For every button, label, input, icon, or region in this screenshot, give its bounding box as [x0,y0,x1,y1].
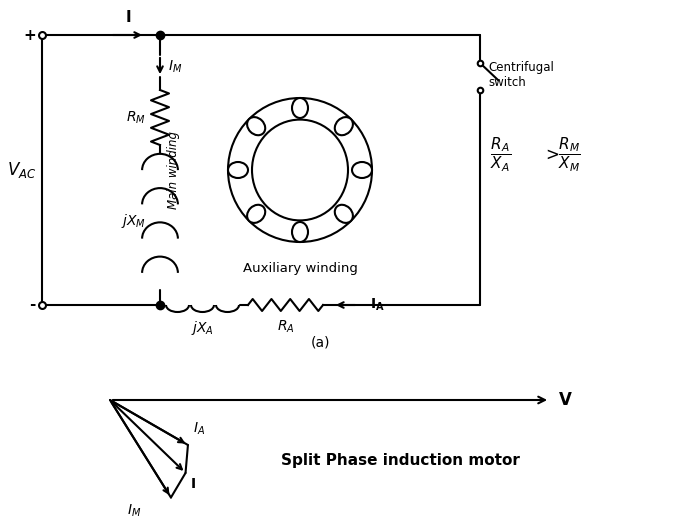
Text: $\dfrac{R_A}{X_A}$: $\dfrac{R_A}{X_A}$ [490,136,511,174]
Ellipse shape [247,117,265,135]
Text: $>$: $>$ [542,146,560,164]
Text: $jX_M$: $jX_M$ [121,212,146,230]
Text: $I_M$: $I_M$ [168,59,182,75]
Text: $\mathbf{V}$: $\mathbf{V}$ [558,391,573,409]
Text: $\dfrac{R_M}{X_M}$: $\dfrac{R_M}{X_M}$ [558,136,581,174]
Text: $I_A$: $I_A$ [193,421,205,437]
Ellipse shape [228,162,248,178]
Text: $R_M$: $R_M$ [126,109,146,126]
Text: +: + [23,27,36,43]
Text: $V_{AC}$: $V_{AC}$ [7,160,37,180]
Ellipse shape [292,98,308,118]
Text: $\mathbf{I_A}$: $\mathbf{I_A}$ [370,297,385,313]
Text: $\mathbf{I}$: $\mathbf{I}$ [125,9,131,25]
Ellipse shape [292,222,308,242]
Text: (a): (a) [310,335,330,349]
Text: Auxiliary winding: Auxiliary winding [243,262,358,275]
Text: Main winding: Main winding [168,131,180,209]
Ellipse shape [352,162,372,178]
Ellipse shape [335,205,353,223]
Text: Centrifugal
switch: Centrifugal switch [488,61,554,89]
Text: $\mathbf{I}$: $\mathbf{I}$ [189,477,196,491]
Text: $I_M$: $I_M$ [127,503,141,519]
Ellipse shape [247,205,265,223]
Text: $jX_A$: $jX_A$ [191,319,214,337]
Text: Split Phase induction motor: Split Phase induction motor [280,453,519,467]
Ellipse shape [335,117,353,135]
Text: -: - [30,298,36,313]
Text: $R_A$: $R_A$ [277,319,294,335]
